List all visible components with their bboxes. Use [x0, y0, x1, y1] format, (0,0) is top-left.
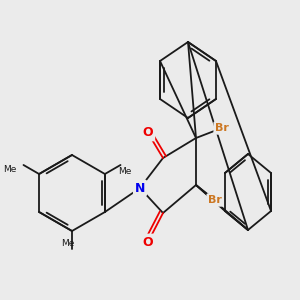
Text: Me: Me	[61, 238, 75, 247]
Text: O: O	[143, 236, 153, 248]
Text: Me: Me	[118, 167, 131, 176]
Text: Me: Me	[3, 164, 16, 173]
Text: N: N	[135, 182, 145, 194]
Text: O: O	[143, 127, 153, 140]
Text: Br: Br	[208, 195, 222, 205]
Text: Br: Br	[215, 123, 229, 133]
